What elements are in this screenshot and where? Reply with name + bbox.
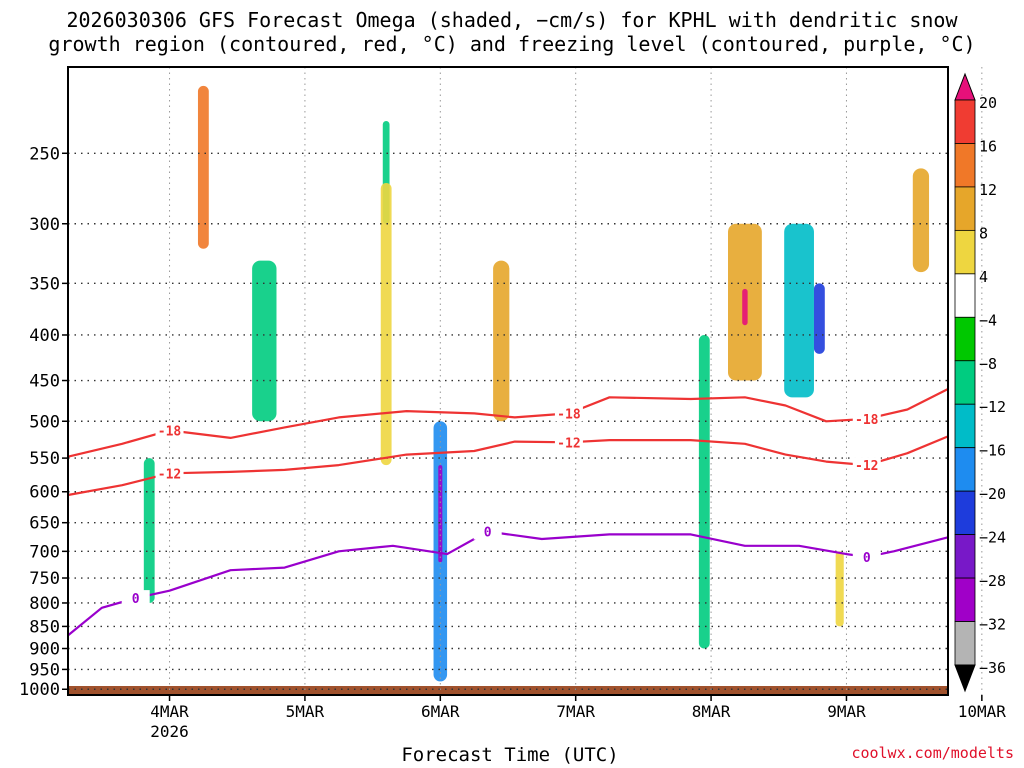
colorbar-label-8: −16	[979, 442, 1006, 460]
y-tick-label-750: 750	[29, 569, 60, 589]
colorbar-label-5: −4	[979, 311, 997, 329]
y-tick-label-850: 850	[29, 617, 60, 637]
contour-label-bg-0-0	[155, 422, 184, 439]
contour-label-bg-0-2	[852, 410, 881, 427]
contour-label-2-0: 0	[132, 592, 140, 607]
colorbar-label-2: 12	[979, 181, 997, 199]
contour-label-1-1: -12	[557, 436, 580, 451]
colorbar-box-6	[954, 360, 976, 405]
colorbar-box-4	[954, 273, 976, 318]
omega-region-11	[784, 223, 814, 398]
x-tick-label-6MAR: 6MAR	[421, 702, 460, 721]
colorbar-box-2	[954, 186, 976, 231]
colorbar-box-7	[954, 403, 976, 449]
omega-region-13	[912, 168, 930, 273]
y-tick-label-400: 400	[29, 326, 60, 346]
y-tick-label-950: 950	[29, 660, 60, 680]
contour-label-2-1: 0	[484, 526, 492, 541]
colorbar-box-3	[954, 229, 976, 275]
colorbar-box-10	[954, 534, 976, 579]
y-tick-label-550: 550	[29, 449, 60, 469]
contour-label-bg-1-2	[852, 457, 881, 474]
contour-label-bg-2-0	[121, 590, 150, 607]
contour-label-2-2: 0	[863, 551, 871, 566]
contour-label-bg-2-1	[473, 523, 502, 540]
colorbar-label-12: −32	[979, 616, 1006, 634]
y-tick-label-350: 350	[29, 274, 60, 294]
contour-label-0-1: -18	[557, 407, 581, 422]
ground-surface	[68, 686, 948, 695]
colorbar-box-8	[954, 447, 976, 492]
y-tick-label-450: 450	[29, 372, 60, 392]
omega-region-1	[252, 260, 277, 422]
credit-text: coolwx.com/modelts	[851, 744, 1014, 762]
chart-title-line-1: 2026030306 GFS Forecast Omega (shaded, −…	[66, 8, 958, 32]
y-tick-label-1000: 1000	[19, 680, 60, 700]
omega-region-12	[813, 283, 825, 354]
contour-label-bg-2-2	[852, 548, 881, 565]
omega-region-7	[197, 85, 209, 249]
omega-region-5	[380, 183, 392, 466]
y-tick-label-900: 900	[29, 640, 60, 660]
colorbar-label-9: −20	[979, 485, 1006, 503]
colorbar-label-13: −36	[979, 659, 1006, 677]
y-tick-label-600: 600	[29, 483, 60, 503]
chart-title-line-2: growth region (contoured, red, °C) and f…	[48, 32, 976, 56]
y-tick-label-700: 700	[29, 542, 60, 562]
colorbar-box-9	[954, 490, 976, 536]
y-tick-label-250: 250	[29, 144, 60, 164]
contour-label-0-0: -18	[158, 424, 182, 439]
contour-label-bg-1-1	[554, 434, 583, 451]
omega-region-8	[698, 334, 710, 649]
colorbar-label-4: 4	[979, 268, 988, 286]
colorbar-label-11: −28	[979, 572, 1006, 590]
y-tick-label-650: 650	[29, 514, 60, 534]
x-tick-label-5MAR: 5MAR	[286, 702, 325, 721]
y-tick-label-800: 800	[29, 594, 60, 614]
omega-region-6	[493, 260, 510, 422]
colorbar-top-arrow	[954, 72, 976, 101]
x-tick-label-4MAR: 4MAR	[150, 702, 189, 721]
contour-line-1	[67, 435, 949, 497]
colorbar-label-10: −24	[979, 529, 1006, 547]
contour-label-1-0: -12	[158, 467, 181, 482]
colorbar-label-3: 8	[979, 224, 988, 242]
x-tick-label-9MAR: 9MAR	[827, 702, 866, 721]
contour-label-bg-0-1	[554, 405, 583, 422]
omega-region-0	[143, 458, 155, 603]
contour-label-bg-1-0	[155, 465, 184, 482]
omega-time-height-chart: -18 -18 -18 -12 -12 -12 0 0 0 250 300 350 400 450 500…	[19, 66, 1007, 741]
colorbar-label-6: −8	[979, 355, 997, 373]
colorbar-box-12	[954, 621, 976, 666]
x-tick-label-10MAR: 10MAR	[958, 702, 1007, 721]
contour-label-1-2: -12	[855, 459, 878, 474]
colorbar-bottom-arrow	[954, 664, 976, 693]
omega-region-14	[835, 551, 844, 627]
x-tick-label-7MAR: 7MAR	[556, 702, 595, 721]
colorbar-box-0	[954, 99, 976, 144]
contour-label-0-2: -18	[855, 413, 879, 428]
x-tick-sublabel-4MAR: 2026	[150, 722, 189, 741]
colorbar-box-11	[954, 577, 976, 622]
colorbar-box-1	[954, 143, 976, 188]
x-tick-label-8MAR: 8MAR	[692, 702, 731, 721]
y-tick-label-300: 300	[29, 215, 60, 235]
y-tick-label-500: 500	[29, 412, 60, 432]
x-axis-title: Forecast Time (UTC)	[401, 744, 619, 766]
colorbar-label-0: 20	[979, 94, 997, 112]
colorbar-box-5	[954, 316, 976, 362]
contour-line-0	[67, 388, 949, 458]
omega-region-10	[742, 288, 748, 326]
colorbar-label-1: 16	[979, 137, 997, 155]
colorbar-label-7: −12	[979, 398, 1006, 416]
